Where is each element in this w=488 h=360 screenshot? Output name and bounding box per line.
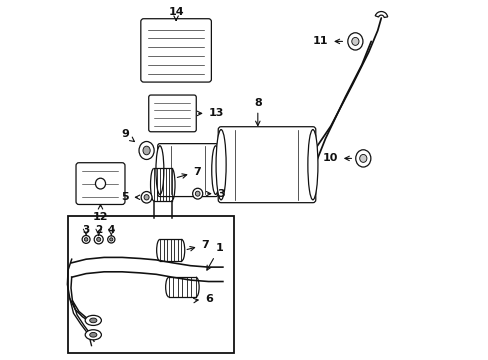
Text: 4: 4 [107,225,115,235]
Ellipse shape [347,33,362,50]
Text: 2: 2 [95,225,102,235]
Text: 9: 9 [121,129,134,141]
Text: 12: 12 [93,204,108,222]
Ellipse shape [84,238,88,241]
Ellipse shape [142,146,150,155]
Ellipse shape [351,37,358,45]
Ellipse shape [82,235,90,243]
Text: 13: 13 [197,108,224,118]
Text: 10: 10 [322,153,351,163]
Ellipse shape [107,236,115,243]
Ellipse shape [359,154,366,162]
Text: 3: 3 [82,225,89,235]
FancyBboxPatch shape [148,95,196,132]
Text: 1: 1 [206,243,223,270]
FancyBboxPatch shape [76,163,125,204]
Ellipse shape [89,318,97,323]
Ellipse shape [156,146,163,194]
Text: 5: 5 [121,192,140,202]
Ellipse shape [139,141,154,159]
FancyBboxPatch shape [218,127,315,203]
Ellipse shape [355,150,370,167]
Text: 3: 3 [206,189,224,199]
FancyBboxPatch shape [158,144,218,197]
FancyBboxPatch shape [141,19,211,82]
Ellipse shape [85,315,101,325]
Text: 11: 11 [312,36,342,46]
Ellipse shape [144,195,149,200]
Text: 7: 7 [177,167,201,178]
Ellipse shape [109,238,113,241]
Ellipse shape [94,235,103,244]
Ellipse shape [141,192,152,203]
Ellipse shape [211,146,219,194]
Ellipse shape [192,188,203,199]
Ellipse shape [195,191,200,196]
Ellipse shape [89,333,97,337]
Ellipse shape [307,130,317,200]
Text: 14: 14 [168,6,183,21]
Ellipse shape [216,130,225,200]
Ellipse shape [85,330,101,340]
Text: 8: 8 [253,98,261,126]
Wedge shape [374,12,387,18]
Bar [68,216,233,353]
Ellipse shape [95,178,105,189]
Text: 7: 7 [187,240,209,251]
Ellipse shape [97,237,101,242]
Text: 6: 6 [193,294,212,304]
